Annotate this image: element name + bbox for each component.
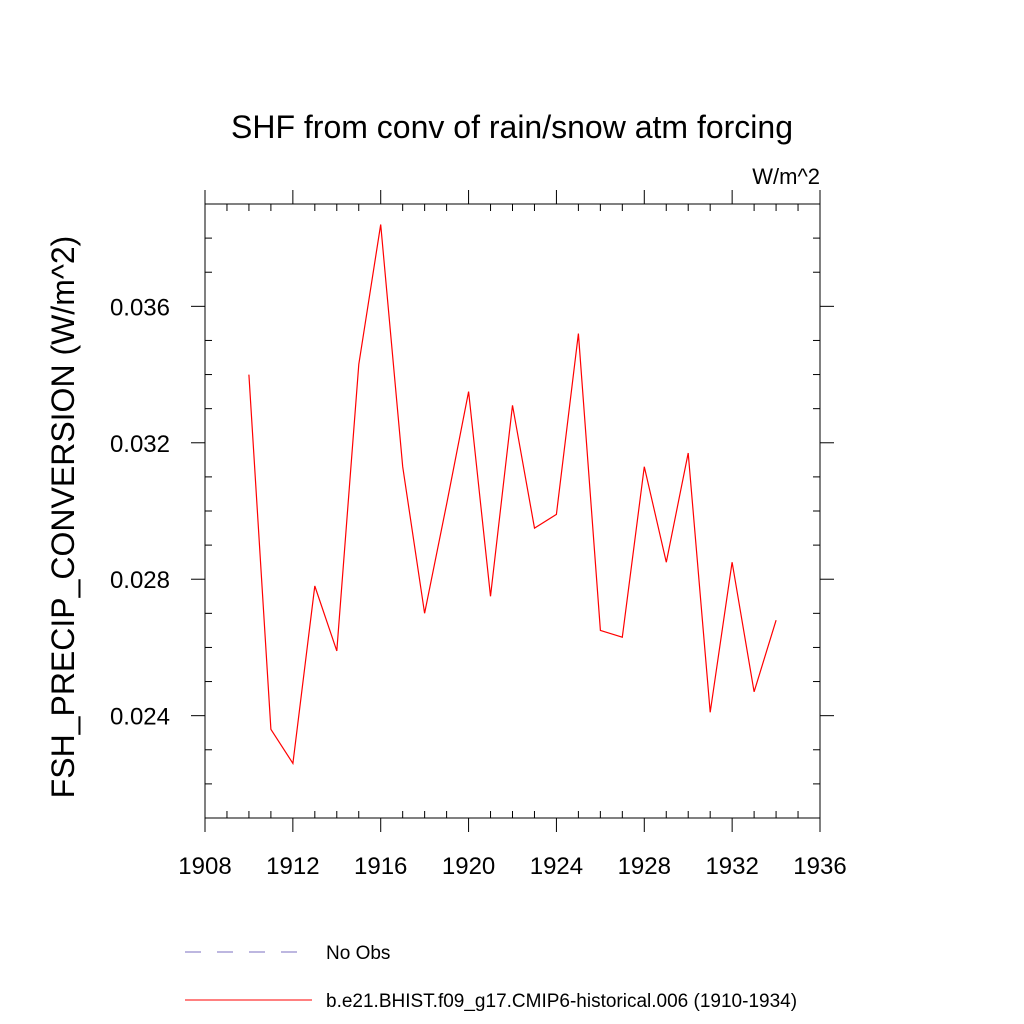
x-tick-label: 1908 [178,853,231,880]
series-line [248,224,777,766]
y-tick-label: 0.028 [110,567,170,594]
y-tick-label: 0.024 [110,704,170,731]
y-tick-label: 0.032 [110,431,170,458]
x-tick-label: 1928 [618,853,671,880]
axis-ticks [191,190,834,832]
x-tick-label: 1932 [705,853,758,880]
axis-tick-labels: 1908 1912 1916 1920 1924 1928 1932 1936 0.024 0.0… [110,294,847,880]
x-tick-label: 1916 [354,853,407,880]
y-axis-label: FSH_PRECIP_CONVERSION (W/m^2) [45,236,81,799]
x-tick-label: 1912 [266,853,319,880]
legend-label: No Obs [326,943,390,964]
legend: No Obs b.e21.BHIST.f09_g17.CMIP6-historic… [185,943,797,1012]
x-tick-label: 1936 [793,853,846,880]
units-label: W/m^2 [752,164,820,189]
legend-label: b.e21.BHIST.f09_g17.CMIP6-historical.006… [326,991,797,1012]
x-tick-label: 1924 [530,853,583,880]
chart-title: SHF from conv of rain/snow atm forcing [231,109,793,145]
y-tick-label: 0.036 [110,294,170,321]
x-tick-label: 1920 [442,853,495,880]
series-layer [248,224,777,766]
